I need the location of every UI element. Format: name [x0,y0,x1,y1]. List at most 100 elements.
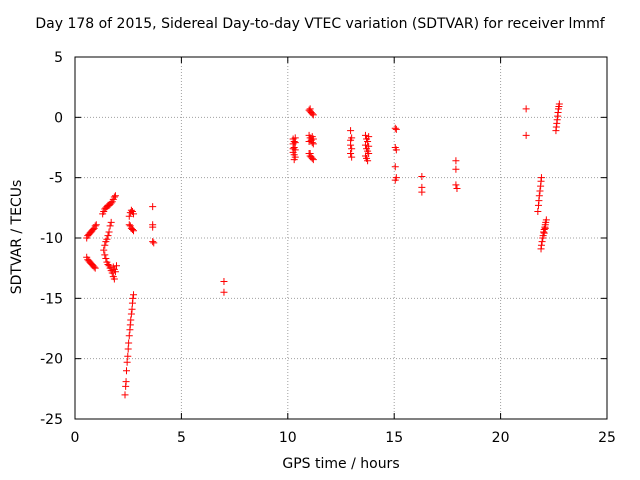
data-point [130,210,138,218]
data-point [308,110,316,118]
data-point [104,232,112,240]
data-point [149,238,157,246]
data-point [391,163,399,171]
data-point [308,139,316,147]
x-tick-label: 20 [492,430,510,446]
data-point [127,316,135,324]
x-tick-label: 10 [279,430,297,446]
data-point [309,156,317,164]
plot-frame [74,56,608,420]
x-tick-label: 25 [598,430,616,446]
data-point [309,135,317,143]
data-point [392,146,400,154]
data-point [127,310,135,318]
data-point [123,358,131,366]
data-point [89,226,97,234]
data-point [108,269,116,277]
data-point [150,239,158,247]
chart-title: Day 178 of 2015, Sidereal Day-to-day VTE… [35,16,605,32]
data-point [103,235,111,243]
data-point [536,187,544,195]
data-point [125,212,133,220]
y-tick-label: -15 [40,291,63,307]
data-point [106,222,114,230]
data-point [130,227,138,235]
data-point [128,226,136,234]
data-point [220,277,228,285]
data-point [365,133,373,141]
data-point [91,222,99,230]
data-point [537,241,545,249]
data-point [289,145,297,153]
x-axis-label: GPS time / hours [282,456,400,472]
data-point [306,150,314,158]
data-point [522,105,530,113]
data-point [537,174,545,182]
data-point [121,391,129,399]
data-point [92,221,100,229]
data-point [91,264,99,272]
y-tick-label: -5 [49,171,63,187]
x-tick-label: 15 [385,430,403,446]
data-point [125,339,133,347]
data-point [364,137,372,145]
data-point [522,131,530,139]
data-point [124,345,132,353]
data-point [110,193,118,201]
data-point [125,332,133,340]
data-point [361,131,369,139]
data-point [365,142,373,150]
data-point [149,203,157,211]
data-point [452,165,460,173]
data-point [124,352,132,360]
data-point [104,261,112,269]
y-tick-label: 5 [54,50,63,66]
data-point [290,156,298,164]
data-point [534,207,542,215]
grid-lines [75,57,607,419]
data-point [542,216,550,224]
data-point [125,221,133,229]
data-point [122,367,130,375]
data-point [130,291,138,299]
y-tick-label: -20 [40,352,63,368]
x-tick-label: 5 [177,430,186,446]
data-point [418,188,426,196]
data-point [90,263,98,271]
data-point [306,105,314,113]
axis-ticks: 0 5 10 15 20 25 -25 -20 -15 -10 -5 0 5 [40,50,616,446]
data-point [391,124,399,132]
data-point [127,206,135,214]
data-point [452,157,460,165]
data-point [149,223,157,231]
data-point [107,218,115,226]
data-point [348,145,356,153]
data-point [308,154,316,162]
data-point [105,228,113,236]
data-point [309,111,317,119]
data-point [129,294,137,302]
data-point [541,224,549,232]
data-point [110,275,118,283]
data-point [291,139,299,147]
data-point [347,136,355,144]
data-point [111,268,119,276]
data-point [418,172,426,180]
data-point [391,176,399,184]
data-points [83,100,563,399]
data-point [220,288,228,296]
y-tick-label: -25 [40,412,63,428]
data-point [111,192,119,200]
data-point [364,157,372,165]
data-point [538,238,546,246]
data-point [555,100,563,108]
data-point [392,125,400,133]
y-tick-label: 0 [54,110,63,126]
data-point [305,137,313,145]
y-tick-label: -10 [40,231,63,247]
data-point [128,305,136,313]
data-point [361,141,369,149]
data-point [101,251,109,259]
data-point [102,255,110,263]
